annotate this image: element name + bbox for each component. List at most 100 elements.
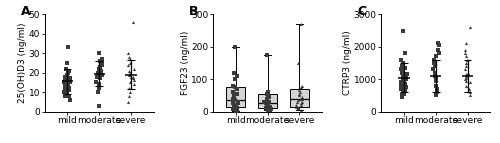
Point <box>466 26 474 28</box>
Point <box>228 85 236 87</box>
Point <box>262 102 270 105</box>
Point <box>62 85 70 87</box>
Point <box>265 101 273 103</box>
Point <box>297 109 305 111</box>
Point <box>232 75 240 77</box>
Point <box>94 72 102 74</box>
Point <box>461 78 469 80</box>
Point <box>60 81 68 84</box>
Point <box>462 75 470 77</box>
Point <box>296 23 304 25</box>
Point <box>96 69 104 72</box>
Point <box>97 74 105 76</box>
Point <box>126 74 134 76</box>
Point <box>96 52 104 54</box>
Point <box>294 62 302 64</box>
Point <box>401 83 409 85</box>
Point <box>126 62 134 64</box>
Point <box>96 60 104 62</box>
Point <box>62 75 70 78</box>
Point <box>126 58 134 60</box>
Point <box>64 69 72 72</box>
Point <box>130 79 138 82</box>
Bar <box>290 89 309 107</box>
Bar <box>226 87 245 107</box>
Point <box>128 75 136 78</box>
Point <box>234 88 241 90</box>
Point <box>397 68 405 70</box>
Point <box>124 52 132 54</box>
Point <box>231 46 239 48</box>
Point <box>402 76 409 79</box>
Point <box>128 77 136 80</box>
Point <box>92 81 100 84</box>
Point <box>95 83 103 86</box>
Point <box>398 96 406 98</box>
Point <box>462 65 470 67</box>
Point <box>466 94 473 97</box>
Point <box>96 77 104 80</box>
Point <box>129 75 137 78</box>
Point <box>434 88 442 90</box>
Point <box>433 91 441 93</box>
Point <box>228 108 236 110</box>
Point <box>98 74 106 76</box>
Point <box>295 94 303 97</box>
Y-axis label: 25(OH)D3 (ng/ml): 25(OH)D3 (ng/ml) <box>18 23 27 103</box>
Point <box>61 83 69 86</box>
Point <box>96 75 104 78</box>
Point <box>402 86 410 88</box>
Point <box>232 109 240 111</box>
Point <box>62 75 70 78</box>
Point <box>460 68 468 70</box>
Point <box>62 87 70 89</box>
Text: C: C <box>358 5 366 18</box>
Point <box>432 80 440 82</box>
Point <box>462 55 469 58</box>
Point <box>430 58 438 61</box>
Point <box>96 66 104 68</box>
Point <box>264 109 272 111</box>
Point <box>234 101 242 103</box>
Point <box>263 54 271 56</box>
Point <box>65 95 73 97</box>
Point <box>398 85 406 87</box>
Point <box>62 68 70 70</box>
Point <box>401 67 409 69</box>
Point <box>66 79 74 82</box>
Point <box>292 104 300 106</box>
Point <box>400 91 407 93</box>
Point <box>292 101 300 103</box>
Point <box>400 81 407 84</box>
Point <box>66 99 74 101</box>
Point <box>398 88 406 90</box>
Point <box>61 91 69 93</box>
Point <box>262 107 270 109</box>
Point <box>298 85 306 87</box>
Point <box>232 109 240 111</box>
Point <box>231 99 239 101</box>
Point <box>265 96 273 98</box>
Point <box>230 105 238 107</box>
Point <box>98 58 106 60</box>
Point <box>397 81 405 84</box>
Point <box>64 83 72 86</box>
Point <box>294 107 302 109</box>
Point <box>126 74 134 76</box>
Point <box>60 91 68 93</box>
Point <box>231 86 239 88</box>
Point <box>297 86 305 88</box>
Point <box>298 96 306 98</box>
Point <box>124 87 132 89</box>
Point <box>126 91 134 93</box>
Point <box>228 91 236 93</box>
Point <box>432 85 440 87</box>
Point <box>66 77 74 80</box>
Point <box>399 78 407 80</box>
Point <box>397 88 405 90</box>
Point <box>125 95 133 97</box>
Bar <box>258 94 277 108</box>
Point <box>232 109 240 112</box>
Point <box>260 101 268 103</box>
Point <box>432 76 440 79</box>
